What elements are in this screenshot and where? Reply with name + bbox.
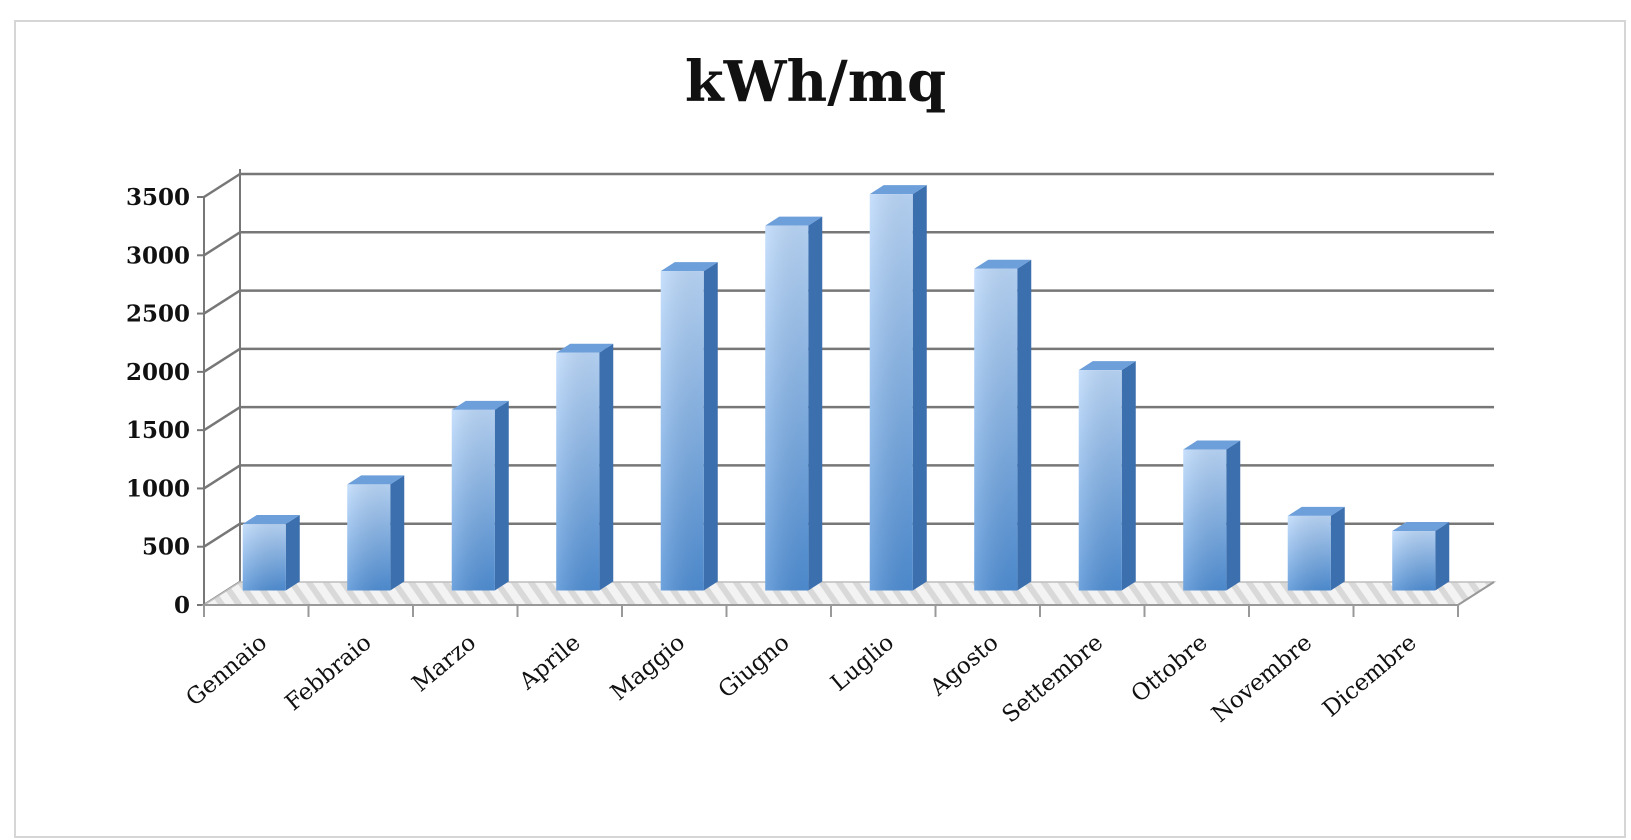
- gridline: [197, 464, 1494, 490]
- x-tick-label: Novembre: [1207, 630, 1317, 728]
- bar: [347, 475, 405, 591]
- y-tick-label: 3000: [126, 242, 190, 269]
- x-tick-label: Maggio: [606, 630, 690, 706]
- x-tick-label: Settembre: [997, 630, 1108, 729]
- bar: [451, 400, 509, 591]
- x-tick-label: Luglio: [826, 630, 899, 697]
- y-tick-label: 2000: [126, 359, 190, 386]
- bar: [765, 216, 823, 591]
- y-axis-ticks: 0 500 1000 1500 2000 2500 3000 3500: [126, 184, 190, 619]
- x-tick-label: Marzo: [408, 630, 482, 698]
- y-tick-label: 3500: [126, 184, 190, 211]
- y-tick-label: 1500: [126, 417, 190, 444]
- gridline: [197, 172, 1494, 199]
- gridline: [197, 522, 1494, 548]
- y-tick-label: 0: [174, 592, 190, 619]
- bars: [242, 185, 1450, 591]
- bar: [1392, 522, 1450, 591]
- x-tick-label: Agosto: [925, 630, 1004, 702]
- gridline: [197, 231, 1494, 257]
- gridlines: [197, 169, 1494, 607]
- bar: [556, 343, 614, 591]
- x-tick-label: Ottobre: [1127, 630, 1213, 708]
- gridline: [197, 405, 1494, 432]
- bar: [869, 185, 927, 591]
- x-tick-label: Dicembre: [1318, 630, 1422, 723]
- chart-title: kWh/mq: [684, 49, 947, 115]
- gridline: [197, 347, 1494, 373]
- x-tick-label: Gennaio: [181, 630, 272, 712]
- bar: [1078, 361, 1136, 591]
- x-axis-ticks: Gennaio Febbraio Marzo Aprile Maggio Giugno Lu…: [181, 605, 1459, 729]
- bar: [660, 262, 718, 591]
- bar: [974, 259, 1032, 591]
- x-tick-label: Giugno: [714, 630, 795, 704]
- bar: [242, 515, 300, 591]
- floor-right-edge: [1457, 581, 1495, 606]
- y-tick-label: 2500: [126, 301, 190, 328]
- x-tick-label: Aprile: [514, 630, 586, 696]
- x-tick-label: Febbraio: [280, 630, 376, 717]
- bar: [1183, 440, 1241, 591]
- y-tick-label: 500: [142, 534, 190, 561]
- gridline: [197, 289, 1494, 315]
- y-tick-label: 1000: [126, 475, 190, 502]
- bar: [1287, 506, 1345, 591]
